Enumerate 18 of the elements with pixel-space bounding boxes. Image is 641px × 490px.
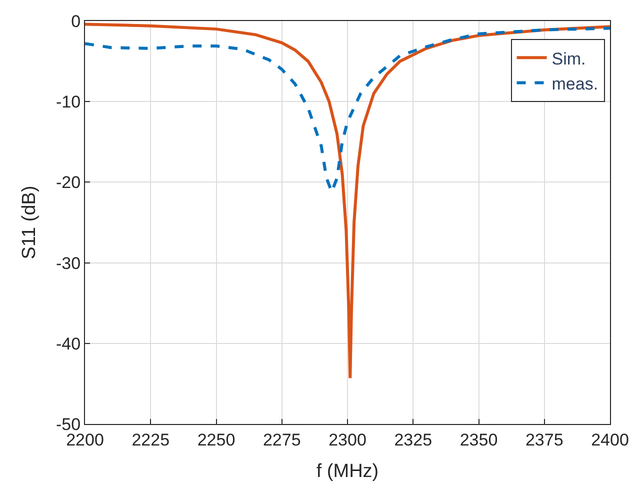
x-tick-label: 2275: [262, 430, 301, 450]
y-tick-label: -10: [56, 92, 81, 112]
x-tick-label: 2300: [328, 430, 366, 450]
x-axis-title: f (MHz): [316, 461, 379, 482]
x-tick-label: 2325: [394, 430, 432, 450]
y-tick-label: -40: [56, 334, 81, 354]
y-tick-label: 0: [71, 12, 81, 31]
x-tick-label: 2350: [460, 430, 498, 450]
y-axis-title: S11 (dB): [18, 186, 40, 260]
x-tick-label: 2225: [132, 430, 170, 450]
x-tick-label: 2400: [591, 430, 629, 450]
line-series: [85, 22, 610, 380]
legend-label: meas.: [552, 74, 598, 94]
legend-label: Sim.: [552, 49, 586, 68]
x-tick-label: 2250: [197, 430, 236, 450]
y-tick-label: -20: [56, 173, 81, 192]
x-tick-label: 2375: [525, 430, 564, 450]
y-tick-label: -30: [56, 254, 81, 273]
